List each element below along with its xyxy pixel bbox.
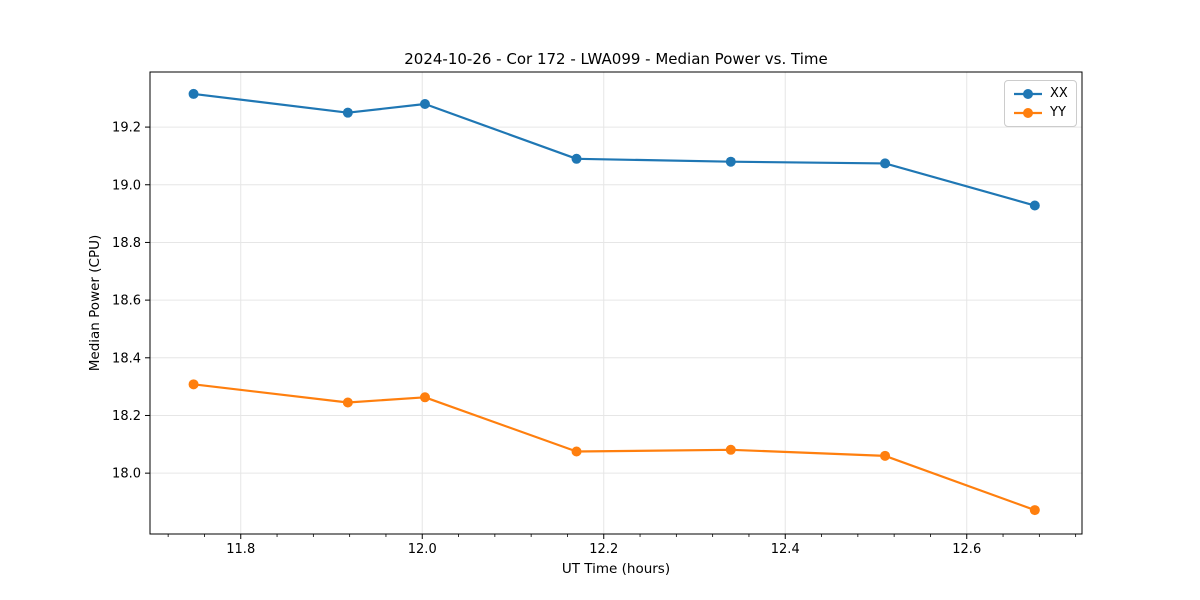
x-tick-label: 12.6 bbox=[952, 542, 981, 557]
data-point-yy bbox=[1029, 505, 1040, 516]
y-tick-label: 18.8 bbox=[112, 236, 141, 251]
legend-label-yy: YY bbox=[1050, 105, 1066, 120]
data-point-yy bbox=[571, 446, 582, 457]
x-tick-label: 12.4 bbox=[771, 542, 800, 557]
x-tick-label: 11.8 bbox=[226, 542, 255, 557]
data-point-xx bbox=[419, 99, 430, 110]
data-point-yy bbox=[188, 379, 199, 390]
x-tick-label: 12.0 bbox=[408, 542, 437, 557]
data-point-xx bbox=[725, 156, 736, 167]
y-tick-label: 18.4 bbox=[112, 351, 141, 366]
plot-border bbox=[149, 71, 1083, 535]
data-point-xx bbox=[1029, 200, 1040, 211]
x-tick-label: 12.2 bbox=[589, 542, 618, 557]
legend: XX YY bbox=[1004, 80, 1077, 127]
data-point-xx bbox=[342, 107, 353, 118]
data-point-xx bbox=[880, 158, 891, 169]
x-axis-label: UT Time (hours) bbox=[561, 561, 671, 577]
series-line-yy bbox=[192, 383, 1036, 512]
y-tick-label: 18.6 bbox=[112, 294, 141, 309]
y-tick-label: 18.0 bbox=[112, 467, 141, 482]
chart-title: 2024-10-26 - Cor 172 - LWA099 - Median P… bbox=[404, 50, 828, 68]
legend-line-marker-icon bbox=[1014, 108, 1042, 118]
legend-line-marker-icon bbox=[1014, 89, 1042, 99]
y-tick-label: 19.0 bbox=[112, 178, 141, 193]
y-axis-label: Median Power (CPU) bbox=[87, 234, 103, 372]
data-point-xx bbox=[571, 153, 582, 164]
legend-item-yy: YY bbox=[1013, 105, 1068, 121]
data-point-yy bbox=[725, 444, 736, 455]
series-line-xx bbox=[192, 92, 1036, 207]
y-tick-label: 19.2 bbox=[112, 121, 141, 136]
y-tick-label: 18.2 bbox=[112, 409, 141, 424]
data-point-yy bbox=[419, 392, 430, 403]
data-point-yy bbox=[342, 397, 353, 408]
data-point-xx bbox=[188, 88, 199, 99]
legend-item-xx: XX bbox=[1013, 86, 1068, 102]
legend-label-xx: XX bbox=[1050, 86, 1068, 101]
data-point-yy bbox=[880, 450, 891, 461]
